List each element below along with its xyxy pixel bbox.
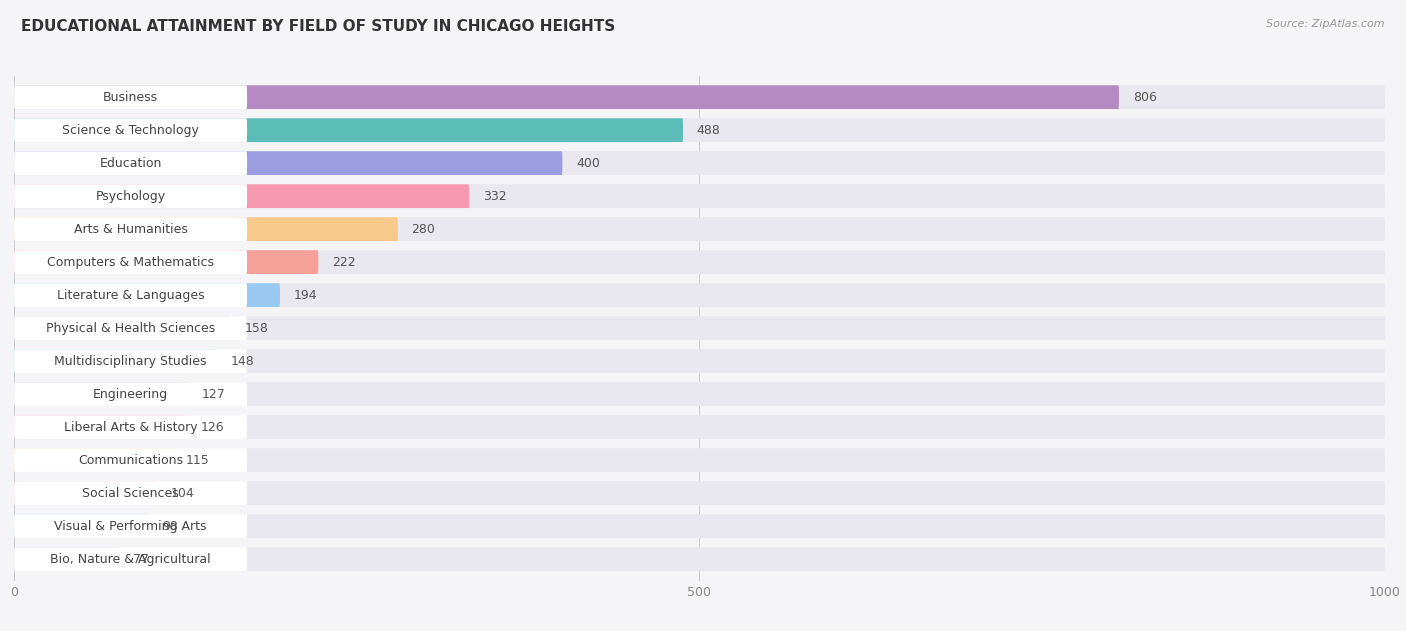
FancyBboxPatch shape bbox=[14, 382, 247, 406]
FancyBboxPatch shape bbox=[14, 514, 149, 538]
Text: 126: 126 bbox=[201, 421, 224, 433]
FancyBboxPatch shape bbox=[14, 217, 247, 241]
FancyBboxPatch shape bbox=[14, 316, 231, 340]
FancyBboxPatch shape bbox=[14, 184, 1385, 208]
FancyBboxPatch shape bbox=[14, 316, 1385, 340]
FancyBboxPatch shape bbox=[14, 349, 217, 373]
FancyBboxPatch shape bbox=[14, 283, 280, 307]
FancyBboxPatch shape bbox=[14, 251, 247, 274]
FancyBboxPatch shape bbox=[14, 217, 1385, 241]
Text: Visual & Performing Arts: Visual & Performing Arts bbox=[55, 519, 207, 533]
FancyBboxPatch shape bbox=[14, 151, 562, 175]
Text: EDUCATIONAL ATTAINMENT BY FIELD OF STUDY IN CHICAGO HEIGHTS: EDUCATIONAL ATTAINMENT BY FIELD OF STUDY… bbox=[21, 19, 616, 34]
FancyBboxPatch shape bbox=[14, 448, 172, 472]
FancyBboxPatch shape bbox=[14, 514, 1385, 538]
FancyBboxPatch shape bbox=[14, 547, 120, 571]
Text: Business: Business bbox=[103, 91, 157, 103]
FancyBboxPatch shape bbox=[14, 547, 1385, 571]
Text: Bio, Nature & Agricultural: Bio, Nature & Agricultural bbox=[51, 553, 211, 565]
FancyBboxPatch shape bbox=[14, 415, 247, 439]
Text: Liberal Arts & History: Liberal Arts & History bbox=[63, 421, 197, 433]
Text: 488: 488 bbox=[697, 124, 721, 137]
Text: Education: Education bbox=[100, 156, 162, 170]
FancyBboxPatch shape bbox=[14, 349, 247, 373]
Text: 158: 158 bbox=[245, 322, 269, 334]
FancyBboxPatch shape bbox=[14, 283, 1385, 307]
FancyBboxPatch shape bbox=[14, 283, 247, 307]
FancyBboxPatch shape bbox=[14, 481, 1385, 505]
Text: 280: 280 bbox=[412, 223, 436, 235]
FancyBboxPatch shape bbox=[14, 118, 247, 142]
Text: Physical & Health Sciences: Physical & Health Sciences bbox=[46, 322, 215, 334]
Text: 77: 77 bbox=[134, 553, 149, 565]
FancyBboxPatch shape bbox=[14, 85, 1385, 109]
Text: 115: 115 bbox=[186, 454, 209, 466]
Text: Psychology: Psychology bbox=[96, 190, 166, 203]
FancyBboxPatch shape bbox=[14, 118, 1385, 142]
Text: Multidisciplinary Studies: Multidisciplinary Studies bbox=[55, 355, 207, 368]
FancyBboxPatch shape bbox=[14, 151, 1385, 175]
Text: 104: 104 bbox=[170, 487, 194, 500]
FancyBboxPatch shape bbox=[14, 481, 247, 505]
FancyBboxPatch shape bbox=[14, 382, 1385, 406]
Text: 148: 148 bbox=[231, 355, 254, 368]
Text: 222: 222 bbox=[332, 256, 356, 269]
Text: 332: 332 bbox=[482, 190, 506, 203]
Text: Source: ZipAtlas.com: Source: ZipAtlas.com bbox=[1267, 19, 1385, 29]
Text: Communications: Communications bbox=[79, 454, 183, 466]
FancyBboxPatch shape bbox=[14, 349, 1385, 373]
Text: Science & Technology: Science & Technology bbox=[62, 124, 200, 137]
FancyBboxPatch shape bbox=[14, 514, 247, 538]
FancyBboxPatch shape bbox=[14, 85, 247, 109]
Text: Computers & Mathematics: Computers & Mathematics bbox=[46, 256, 214, 269]
FancyBboxPatch shape bbox=[14, 85, 1119, 109]
FancyBboxPatch shape bbox=[14, 251, 1385, 274]
FancyBboxPatch shape bbox=[14, 481, 156, 505]
FancyBboxPatch shape bbox=[14, 151, 247, 175]
Text: Arts & Humanities: Arts & Humanities bbox=[73, 223, 187, 235]
Text: Social Sciences: Social Sciences bbox=[82, 487, 179, 500]
Text: 98: 98 bbox=[162, 519, 179, 533]
Text: Literature & Languages: Literature & Languages bbox=[56, 288, 204, 302]
FancyBboxPatch shape bbox=[14, 217, 398, 241]
FancyBboxPatch shape bbox=[14, 184, 470, 208]
Text: 194: 194 bbox=[294, 288, 318, 302]
FancyBboxPatch shape bbox=[14, 547, 247, 571]
FancyBboxPatch shape bbox=[14, 382, 188, 406]
FancyBboxPatch shape bbox=[14, 184, 247, 208]
FancyBboxPatch shape bbox=[14, 415, 1385, 439]
Text: Engineering: Engineering bbox=[93, 387, 169, 401]
FancyBboxPatch shape bbox=[14, 118, 683, 142]
FancyBboxPatch shape bbox=[14, 448, 1385, 472]
FancyBboxPatch shape bbox=[14, 316, 247, 340]
FancyBboxPatch shape bbox=[14, 251, 318, 274]
Text: 806: 806 bbox=[1133, 91, 1157, 103]
Text: 400: 400 bbox=[576, 156, 600, 170]
Text: 127: 127 bbox=[202, 387, 225, 401]
FancyBboxPatch shape bbox=[14, 448, 247, 472]
FancyBboxPatch shape bbox=[14, 415, 187, 439]
